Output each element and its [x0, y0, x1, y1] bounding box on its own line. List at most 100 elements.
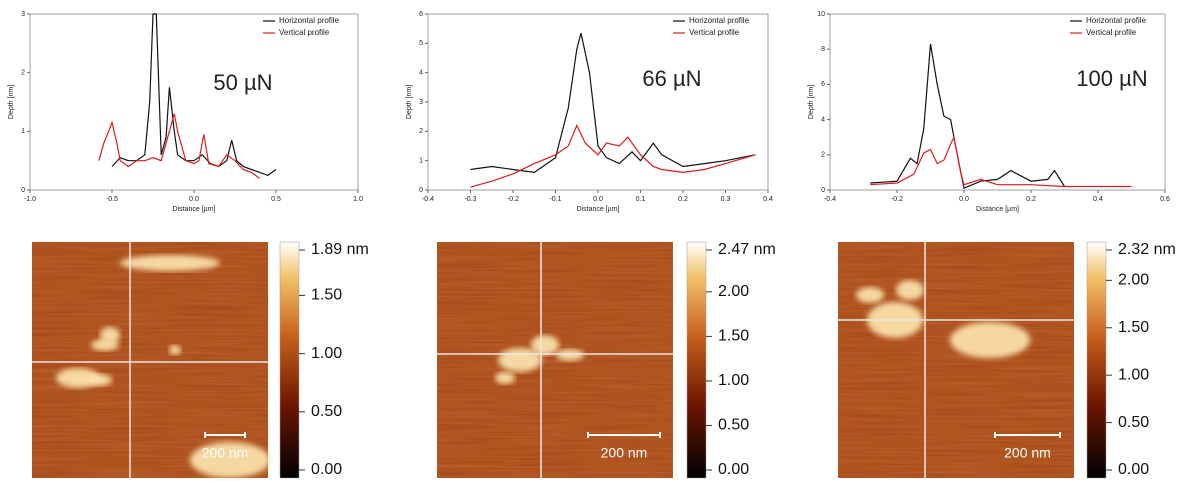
y-tick-label: 5: [419, 40, 423, 47]
y-tick-label: 0: [821, 187, 825, 194]
colorbar-tick-label: 0.50: [718, 417, 749, 434]
y-axis-label: Depth [nm]: [8, 85, 15, 119]
colorbar-tick-label: 1.50: [311, 287, 342, 304]
y-tick-label: 4: [821, 116, 825, 123]
x-tick-label: 0.4: [763, 196, 773, 203]
y-tick-label: 2: [821, 152, 825, 159]
y-tick-label: 0: [419, 187, 423, 194]
scale-bar: [587, 432, 661, 438]
y-tick-label: 3: [419, 99, 423, 106]
colorbar-tick-label: 0.00: [311, 461, 342, 478]
y-tick-label: 2: [21, 70, 25, 77]
y-tick-label: 2: [419, 128, 423, 135]
colorbar-tick-label: 2.00: [718, 283, 749, 300]
legend-label: Vertical profile: [689, 28, 740, 37]
x-tick-label: 0.1: [636, 196, 646, 203]
y-tick-label: 10: [817, 11, 825, 18]
x-tick-label: 0.6: [1160, 196, 1170, 203]
scale-bar-label: 200 nm: [1004, 445, 1051, 461]
x-tick-label: 0.3: [721, 196, 731, 203]
x-tick-label: 0.2: [1026, 196, 1036, 203]
legend-label: Horizontal profile: [279, 16, 340, 25]
colorbar-tick-label: 2.00: [1118, 272, 1149, 289]
annotation: 50 µN: [213, 70, 272, 95]
y-axis-label: Depth [nm]: [808, 85, 815, 119]
afm-feature: [56, 368, 100, 388]
x-tick-label: -0.4: [422, 196, 434, 203]
colorbar-tick-label: 0.50: [311, 403, 342, 420]
annotation: 100 µN: [1076, 66, 1147, 91]
scale-bar: [204, 432, 246, 438]
colorbar: [1086, 241, 1107, 479]
afm-feature: [88, 374, 112, 386]
x-tick-label: -0.2: [891, 196, 903, 203]
colorbar-tick-label: 1.00: [718, 372, 749, 389]
x-axis-label: Distance [µm]: [577, 206, 620, 213]
y-tick-label: 6: [821, 81, 825, 88]
plot-area: [427, 13, 769, 191]
y-tick-label: 1: [419, 158, 423, 165]
afm-feature: [950, 322, 1030, 358]
y-tick-label: 0: [21, 187, 25, 194]
legend-label: Horizontal profile: [1086, 16, 1147, 25]
colorbar-max-label: 2.47 nm: [718, 241, 776, 258]
x-tick-label: 0.4: [1093, 196, 1103, 203]
x-tick-label: 0.2: [678, 196, 688, 203]
x-tick-label: -0.2: [507, 196, 519, 203]
y-tick-label: 8: [821, 46, 825, 53]
scale-bar-label: 200 nm: [202, 445, 249, 461]
colorbar: [686, 241, 707, 479]
legend-label: Vertical profile: [1086, 28, 1137, 37]
afm-feature: [190, 442, 270, 478]
colorbar-max-label: 1.89 nm: [311, 241, 369, 258]
x-tick-label: -0.3: [464, 196, 476, 203]
colorbar: [279, 241, 300, 479]
afm-feature: [896, 280, 924, 300]
y-tick-label: 6: [419, 11, 423, 18]
colorbar-max-label: 2.32 nm: [1118, 241, 1176, 258]
profile-line: [870, 135, 1132, 188]
x-tick-label: 0.0: [189, 196, 199, 203]
y-tick-label: 3: [21, 11, 25, 18]
y-tick-label: 4: [419, 70, 423, 77]
x-tick-label: 0.5: [271, 196, 281, 203]
annotation: 66 µN: [642, 66, 701, 91]
colorbar-tick-label: 0.50: [1118, 414, 1149, 431]
afm-feature: [91, 339, 119, 351]
colorbar-tick-label: 0.00: [1118, 461, 1149, 478]
profile-line: [470, 32, 756, 174]
plot-area: [829, 13, 1166, 191]
legend-label: Horizontal profile: [689, 16, 750, 25]
scale-bar: [994, 432, 1061, 438]
scale-bar-label: 200 nm: [601, 445, 648, 461]
afm-feature: [856, 287, 884, 303]
colorbar-tick-label: 1.00: [1118, 366, 1149, 383]
colorbar-tick-label: 0.00: [718, 461, 749, 478]
afm-texture: [32, 242, 268, 478]
x-tick-label: -0.1: [549, 196, 561, 203]
afm-feature: [120, 255, 220, 271]
profile-line: [470, 124, 756, 188]
afm-feature: [495, 372, 515, 384]
afm-texture: [838, 242, 1074, 478]
x-tick-label: 1.0: [353, 196, 363, 203]
profile-line: [98, 113, 260, 179]
profile-line: [111, 13, 277, 176]
afm-texture: [437, 242, 673, 478]
x-tick-label: 0.0: [959, 196, 969, 203]
x-tick-label: -0.5: [106, 196, 118, 203]
colorbar-tick-label: 1.00: [311, 345, 342, 362]
afm-feature: [169, 345, 181, 355]
x-tick-label: -1.0: [24, 196, 36, 203]
x-axis-label: Distance [µm]: [173, 206, 216, 213]
y-tick-label: 1: [21, 128, 25, 135]
afm-feature: [556, 349, 584, 361]
colorbar-tick-label: 1.50: [1118, 319, 1149, 336]
x-tick-label: 0.0: [593, 196, 603, 203]
legend-label: Vertical profile: [279, 28, 330, 37]
x-axis-label: Distance [µm]: [976, 206, 1019, 213]
x-tick-label: -0.4: [824, 196, 836, 203]
y-axis-label: Depth [nm]: [406, 85, 413, 119]
colorbar-tick-label: 1.50: [718, 328, 749, 345]
